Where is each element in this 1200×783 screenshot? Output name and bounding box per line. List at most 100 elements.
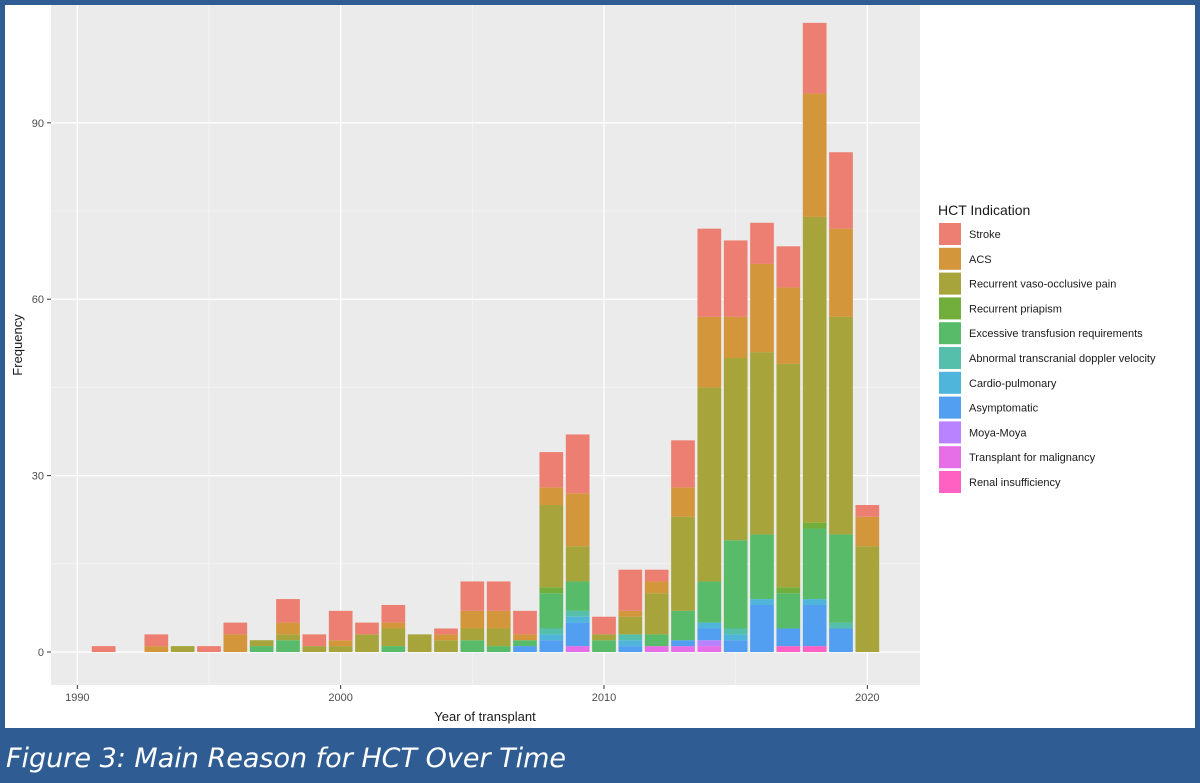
bar-segment-excessive-transfusion-requirements-2002 [381, 646, 406, 652]
y-tick-label: 60 [32, 294, 44, 306]
bar-segment-recurrent-vaso-occlusive-pain-2009 [565, 546, 590, 582]
bar-segment-recurrent-vaso-occlusive-pain-2020 [855, 546, 880, 652]
bar-segment-stroke-2020 [855, 505, 880, 517]
legend-swatch [939, 347, 961, 369]
bar-segment-recurrent-vaso-occlusive-pain-2013 [671, 516, 695, 611]
x-tick-label: 2020 [855, 692, 879, 704]
bar-segment-stroke-1999 [302, 634, 327, 647]
bar-segment-excessive-transfusion-requirements-2007 [513, 640, 537, 647]
bar-segment-excessive-transfusion-requirements-1998 [276, 640, 300, 652]
legend-swatch [939, 446, 961, 469]
bar-segment-stroke-2014 [697, 228, 722, 317]
bars [91, 22, 880, 652]
bar-segment-recurrent-priapism-2008 [539, 587, 564, 594]
bar-segment-recurrent-vaso-occlusive-pain-2003 [407, 634, 432, 652]
bar-segment-abnormal-transcranial-doppler-velocity-2015 [723, 628, 748, 635]
bar-segment-excessive-transfusion-requirements-2016 [750, 534, 774, 600]
bar-segment-stroke-2005 [460, 581, 485, 611]
bar-segment-transplant-for-malignancy-2013 [671, 646, 695, 652]
legend-swatch [939, 247, 961, 270]
bar-segment-recurrent-vaso-occlusive-pain-2019 [829, 316, 853, 535]
legend-label: Abnormal transcranial doppler velocity [969, 353, 1156, 365]
bar-segment-asymptomatic-2007 [513, 646, 537, 652]
bar-segment-acs-2017 [776, 287, 801, 364]
legend-label: Transplant for malignancy [969, 452, 1096, 464]
bar-segment-abnormal-transcranial-doppler-velocity-2019 [829, 622, 853, 629]
legend-label: Renal insufficiency [969, 477, 1061, 489]
bar-segment-cardio-pulmonary-2014 [697, 622, 722, 629]
x-tick-label: 2000 [328, 692, 352, 704]
bar-segment-acs-2008 [539, 487, 564, 506]
bar-segment-cardio-pulmonary-2018 [802, 599, 827, 605]
legend-label: Cardio-pulmonary [969, 378, 1057, 390]
bar-segment-recurrent-vaso-occlusive-pain-2012 [644, 593, 669, 635]
bar-segment-recurrent-vaso-occlusive-pain-1997 [249, 640, 274, 647]
bar-segment-acs-2007 [513, 634, 537, 641]
bar-segment-renal-insufficiency-2018 [802, 646, 827, 652]
bar-segment-stroke-2004 [434, 628, 458, 635]
bar-segment-acs-2005 [460, 610, 485, 629]
bar-segment-excessive-transfusion-requirements-2008 [539, 593, 564, 629]
bar-segment-stroke-2010 [592, 616, 616, 635]
bar-segment-asymptomatic-2013 [671, 640, 695, 647]
bar-segment-stroke-2016 [750, 222, 774, 264]
bar-segment-cardio-pulmonary-2015 [723, 634, 748, 641]
y-tick-label: 90 [32, 118, 44, 130]
bar-segment-asymptomatic-2011 [618, 646, 643, 652]
bar-segment-excessive-transfusion-requirements-2018 [802, 528, 827, 600]
bar-segment-excessive-transfusion-requirements-2012 [644, 634, 669, 647]
bar-segment-excessive-transfusion-requirements-1997 [249, 646, 274, 652]
legend-label: Recurrent vaso-occlusive pain [969, 279, 1116, 291]
bar-segment-excessive-transfusion-requirements-2010 [592, 640, 616, 652]
bar-segment-stroke-2009 [565, 434, 590, 494]
bar-segment-stroke-2019 [829, 152, 853, 229]
bar-segment-moya-moya-2014 [697, 640, 722, 647]
bar-segment-stroke-2012 [644, 569, 669, 582]
bar-segment-recurrent-vaso-occlusive-pain-2002 [381, 628, 406, 647]
bar-segment-stroke-2000 [328, 610, 353, 641]
bar-segment-acs-2019 [829, 228, 853, 317]
bar-segment-acs-2014 [697, 316, 722, 388]
y-tick-label: 0 [38, 647, 44, 659]
bar-segment-recurrent-vaso-occlusive-pain-2014 [697, 387, 722, 582]
legend-label: Stroke [969, 229, 1001, 241]
legend-label: Moya-Moya [969, 427, 1027, 439]
bar-segment-excessive-transfusion-requirements-2017 [776, 593, 801, 629]
bar-segment-stroke-1991 [91, 646, 116, 652]
bar-segment-acs-2000 [328, 640, 353, 647]
stacked-bar-chart: 0 30 60 90 1990 2000 2010 2020 Year of transpl… [10, 5, 1156, 724]
bar-segment-stroke-1995 [197, 646, 221, 652]
bar-segment-recurrent-vaso-occlusive-pain-2010 [592, 634, 616, 641]
y-axis-ticks: 0 30 60 90 [32, 118, 51, 659]
legend-label: Asymptomatic [969, 403, 1039, 415]
bar-segment-stroke-2002 [381, 604, 406, 623]
bar-segment-excessive-transfusion-requirements-2019 [829, 534, 853, 623]
bar-segment-stroke-2011 [618, 569, 643, 611]
bar-segment-transplant-for-malignancy-2009 [565, 646, 590, 652]
bar-segment-recurrent-vaso-occlusive-pain-1994 [170, 646, 195, 652]
bar-segment-cardio-pulmonary-2009 [565, 616, 590, 623]
bar-segment-asymptomatic-2014 [697, 628, 722, 641]
bar-segment-stroke-1998 [276, 599, 300, 623]
bar-segment-recurrent-vaso-occlusive-pain-2017 [776, 363, 801, 588]
bar-segment-recurrent-vaso-occlusive-pain-1999 [302, 646, 327, 652]
bar-segment-stroke-1996 [223, 622, 248, 635]
plot-background [51, 5, 920, 685]
bar-segment-acs-1996 [223, 634, 248, 652]
bar-segment-recurrent-vaso-occlusive-pain-2016 [750, 352, 774, 535]
bar-segment-excessive-transfusion-requirements-2009 [565, 581, 590, 611]
bar-segment-abnormal-transcranial-doppler-velocity-2011 [618, 634, 643, 641]
x-tick-label: 1990 [65, 692, 89, 704]
bar-segment-asymptomatic-2017 [776, 628, 801, 647]
bar-segment-acs-2013 [671, 487, 695, 517]
legend-swatch [939, 272, 961, 295]
bar-segment-stroke-2013 [671, 440, 695, 488]
bar-segment-acs-2011 [618, 610, 643, 617]
bar-segment-transplant-for-malignancy-2012 [644, 646, 669, 652]
bar-segment-excessive-transfusion-requirements-2013 [671, 610, 695, 641]
x-axis-ticks: 1990 2000 2010 2020 [65, 685, 880, 704]
bar-segment-acs-2012 [644, 581, 669, 594]
bar-segment-acs-2020 [855, 516, 880, 547]
bar-segment-acs-2015 [723, 316, 748, 359]
bar-segment-cardio-pulmonary-2011 [618, 640, 643, 647]
